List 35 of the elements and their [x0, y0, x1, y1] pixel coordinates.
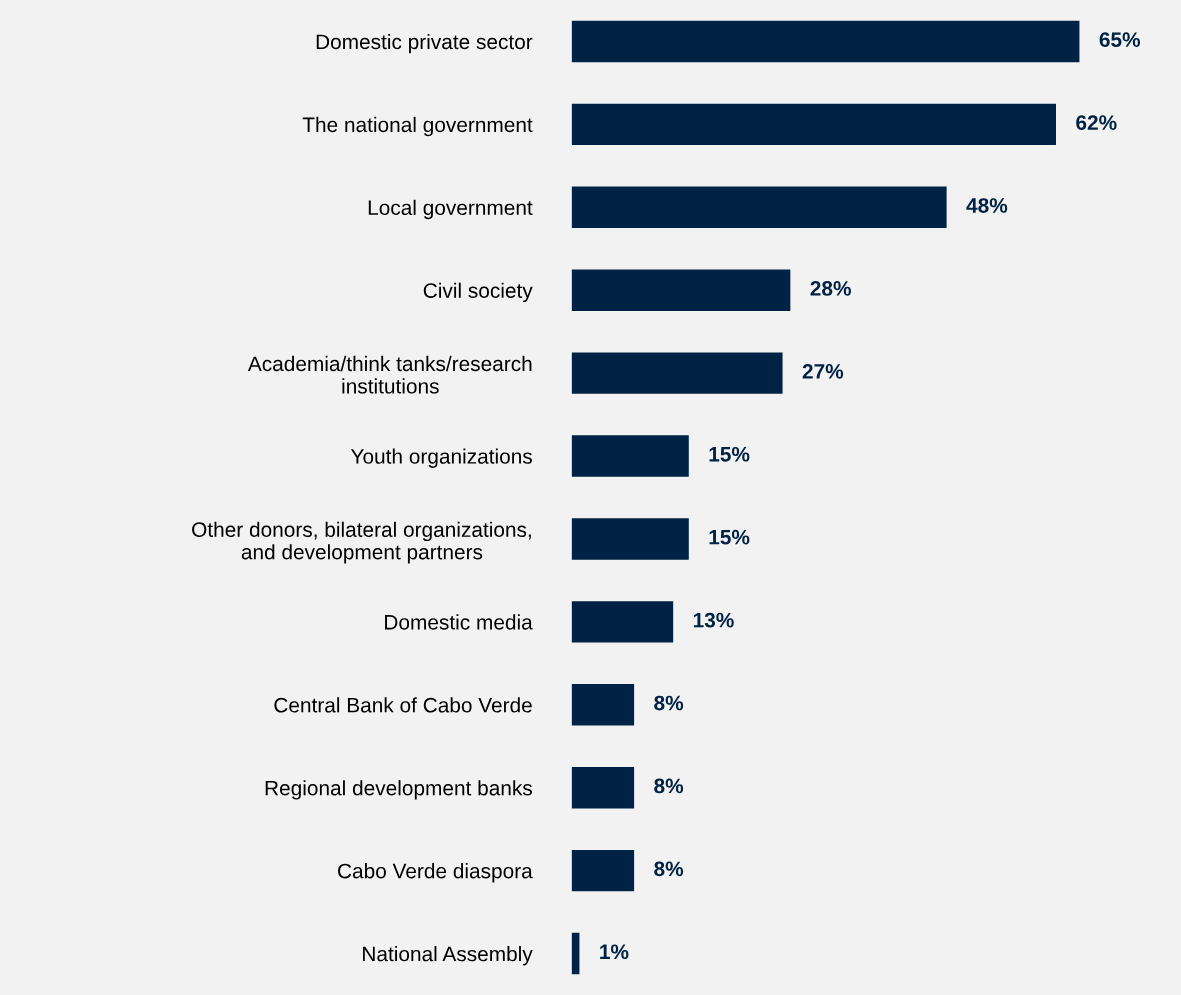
data-label: 8% [654, 861, 684, 877]
bar [571, 186, 947, 229]
bar [571, 849, 635, 892]
y-tick-label: Other donors, bilateral organizations, and development partners [192, 521, 531, 564]
bar [571, 103, 1056, 146]
y-tick-label: Cabo Verde diaspora [338, 863, 533, 883]
data-label: 8% [654, 695, 684, 711]
bar [571, 435, 689, 477]
data-label: 15% [709, 446, 750, 462]
y-tick-label: Civil society [423, 282, 533, 303]
bar [571, 518, 689, 560]
y-tick-label: National Assembly [363, 945, 533, 966]
y-tick-label: Youth organizations [350, 448, 532, 468]
y-tick-label: Local government [368, 199, 533, 220]
data-label: 8% [654, 778, 684, 794]
bar [571, 269, 791, 311]
data-label: 28% [810, 281, 851, 296]
bar [571, 766, 635, 809]
bar [571, 352, 783, 394]
y-tick-label: Academia/think tanks/research institutions [247, 355, 532, 394]
bar [571, 20, 1080, 63]
y-tick-label: Regional development banks [265, 780, 532, 800]
data-label: 1% [600, 944, 629, 960]
data-label: 65% [1099, 32, 1141, 48]
data-label: 48% [966, 198, 1008, 213]
y-tick-label: Domestic media [385, 614, 533, 630]
bar [571, 601, 674, 643]
data-label: 62% [1076, 115, 1117, 130]
data-label: 13% [693, 612, 734, 628]
y-tick-label: Domestic private sector [316, 33, 533, 54]
data-label: 15% [709, 529, 750, 545]
y-tick-label: Central Bank of Cabo Verde [274, 697, 532, 713]
y-tick-label: The national government [302, 116, 533, 137]
data-label: 27% [802, 363, 844, 379]
bar [571, 684, 635, 726]
